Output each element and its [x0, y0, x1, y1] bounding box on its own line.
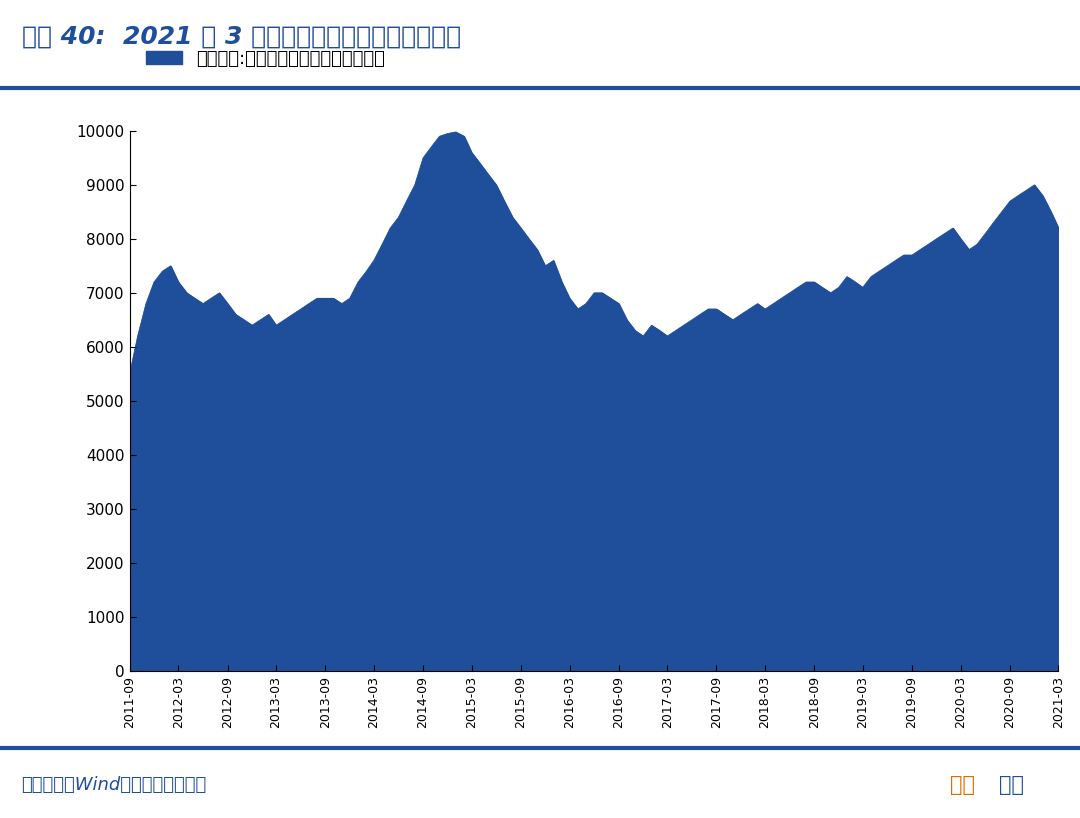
Text: 龙网: 龙网	[999, 775, 1024, 795]
Text: 资料来源：Wind，国盛证券研究所: 资料来源：Wind，国盛证券研究所	[22, 776, 207, 794]
Text: 图表 40:  2021 年 3 月十大城市商品房可售面积减少: 图表 40: 2021 年 3 月十大城市商品房可售面积减少	[22, 25, 461, 48]
Legend: 十大城市:商品房可售面积（万平方米）: 十大城市:商品房可售面积（万平方米）	[138, 43, 392, 75]
Text: 河南: 河南	[950, 775, 975, 795]
